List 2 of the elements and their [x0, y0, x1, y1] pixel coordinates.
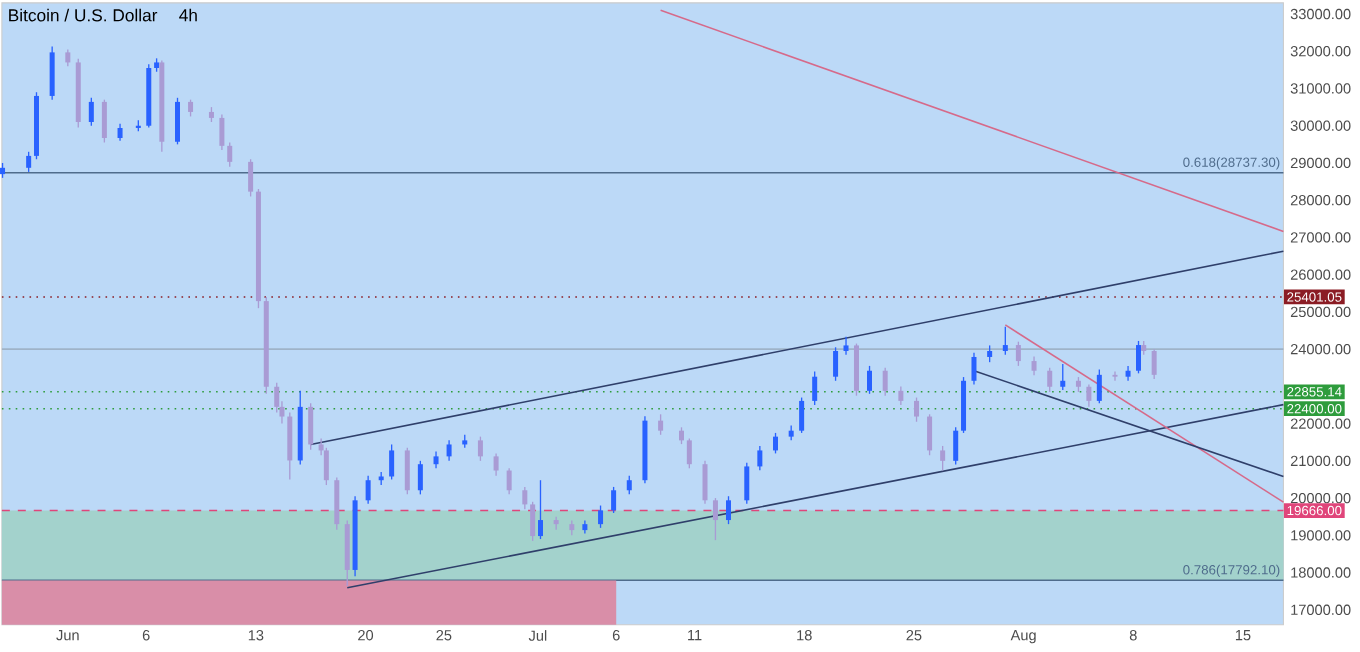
chart-subtitle: 4h — [179, 8, 197, 22]
chart-title: Bitcoin / U.S. Dollar — [9, 8, 158, 22]
